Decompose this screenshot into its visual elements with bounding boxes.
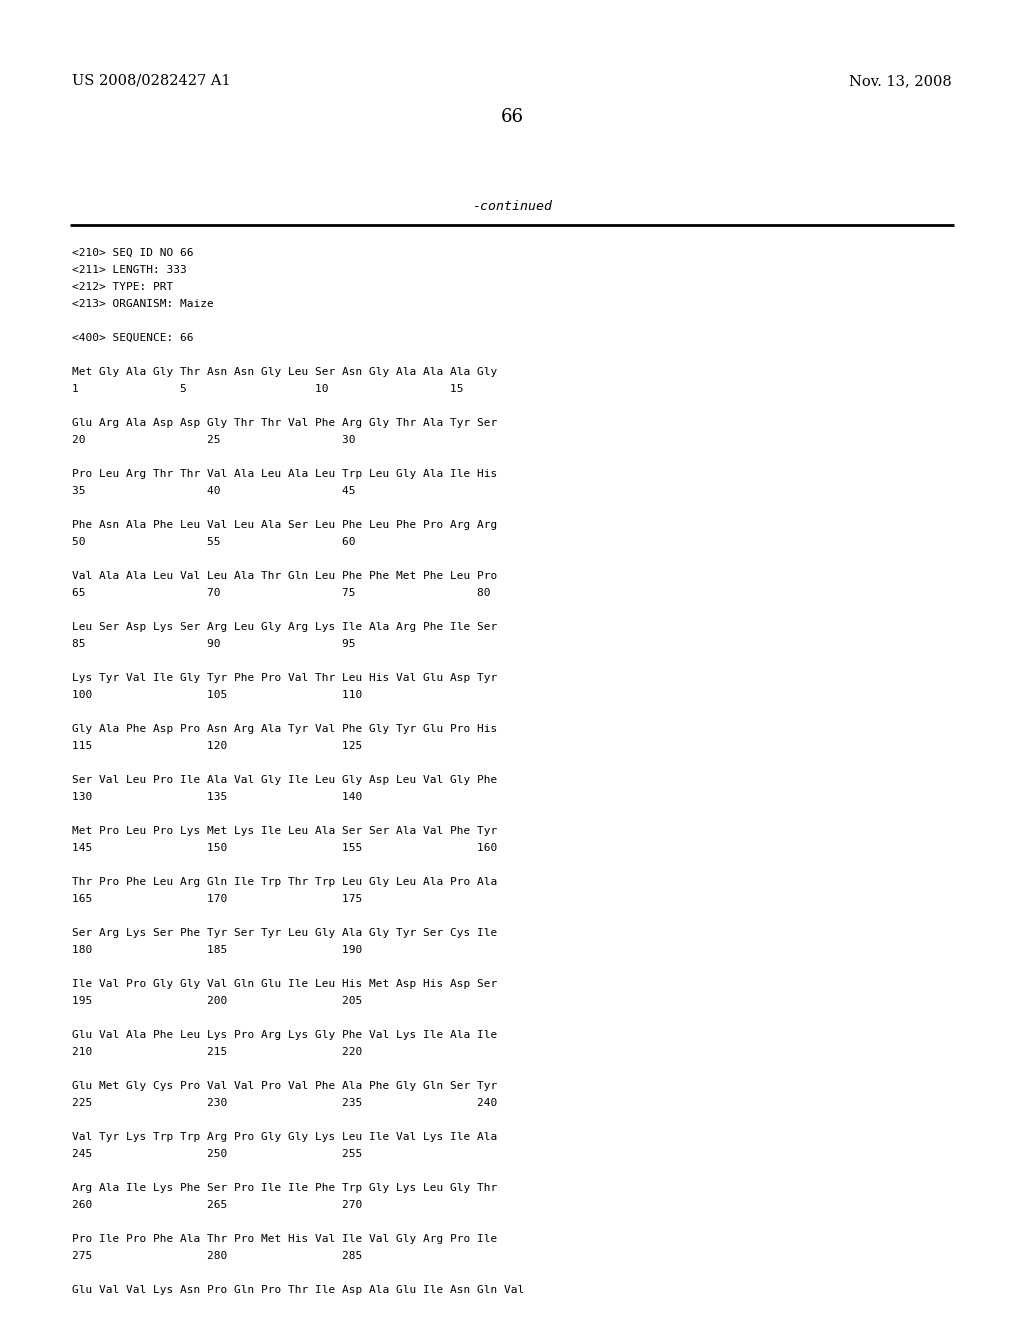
Text: 145                 150                 155                 160: 145 150 155 160 bbox=[72, 843, 498, 853]
Text: <212> TYPE: PRT: <212> TYPE: PRT bbox=[72, 282, 173, 292]
Text: -continued: -continued bbox=[472, 201, 552, 213]
Text: 275                 280                 285: 275 280 285 bbox=[72, 1251, 362, 1261]
Text: Glu Met Gly Cys Pro Val Val Pro Val Phe Ala Phe Gly Gln Ser Tyr: Glu Met Gly Cys Pro Val Val Pro Val Phe … bbox=[72, 1081, 498, 1092]
Text: Glu Arg Ala Asp Asp Gly Thr Thr Val Phe Arg Gly Thr Ala Tyr Ser: Glu Arg Ala Asp Asp Gly Thr Thr Val Phe … bbox=[72, 418, 498, 428]
Text: 1               5                   10                  15: 1 5 10 15 bbox=[72, 384, 464, 393]
Text: <213> ORGANISM: Maize: <213> ORGANISM: Maize bbox=[72, 300, 214, 309]
Text: Thr Pro Phe Leu Arg Gln Ile Trp Thr Trp Leu Gly Leu Ala Pro Ala: Thr Pro Phe Leu Arg Gln Ile Trp Thr Trp … bbox=[72, 876, 498, 887]
Text: Phe Asn Ala Phe Leu Val Leu Ala Ser Leu Phe Leu Phe Pro Arg Arg: Phe Asn Ala Phe Leu Val Leu Ala Ser Leu … bbox=[72, 520, 498, 531]
Text: Ser Val Leu Pro Ile Ala Val Gly Ile Leu Gly Asp Leu Val Gly Phe: Ser Val Leu Pro Ile Ala Val Gly Ile Leu … bbox=[72, 775, 498, 785]
Text: Ser Arg Lys Ser Phe Tyr Ser Tyr Leu Gly Ala Gly Tyr Ser Cys Ile: Ser Arg Lys Ser Phe Tyr Ser Tyr Leu Gly … bbox=[72, 928, 498, 939]
Text: 65                  70                  75                  80: 65 70 75 80 bbox=[72, 587, 490, 598]
Text: <211> LENGTH: 333: <211> LENGTH: 333 bbox=[72, 265, 186, 275]
Text: 210                 215                 220: 210 215 220 bbox=[72, 1047, 362, 1057]
Text: 245                 250                 255: 245 250 255 bbox=[72, 1148, 362, 1159]
Text: Pro Ile Pro Phe Ala Thr Pro Met His Val Ile Val Gly Arg Pro Ile: Pro Ile Pro Phe Ala Thr Pro Met His Val … bbox=[72, 1234, 498, 1243]
Text: <400> SEQUENCE: 66: <400> SEQUENCE: 66 bbox=[72, 333, 194, 343]
Text: 130                 135                 140: 130 135 140 bbox=[72, 792, 362, 803]
Text: 85                  90                  95: 85 90 95 bbox=[72, 639, 355, 649]
Text: Gly Ala Phe Asp Pro Asn Arg Ala Tyr Val Phe Gly Tyr Glu Pro His: Gly Ala Phe Asp Pro Asn Arg Ala Tyr Val … bbox=[72, 723, 498, 734]
Text: Val Tyr Lys Trp Trp Arg Pro Gly Gly Lys Leu Ile Val Lys Ile Ala: Val Tyr Lys Trp Trp Arg Pro Gly Gly Lys … bbox=[72, 1133, 498, 1142]
Text: Glu Val Val Lys Asn Pro Gln Pro Thr Ile Asp Ala Glu Ile Asn Gln Val: Glu Val Val Lys Asn Pro Gln Pro Thr Ile … bbox=[72, 1284, 524, 1295]
Text: 35                  40                  45: 35 40 45 bbox=[72, 486, 355, 496]
Text: Met Gly Ala Gly Thr Asn Asn Gly Leu Ser Asn Gly Ala Ala Ala Gly: Met Gly Ala Gly Thr Asn Asn Gly Leu Ser … bbox=[72, 367, 498, 378]
Text: Arg Ala Ile Lys Phe Ser Pro Ile Ile Phe Trp Gly Lys Leu Gly Thr: Arg Ala Ile Lys Phe Ser Pro Ile Ile Phe … bbox=[72, 1183, 498, 1193]
Text: 100                 105                 110: 100 105 110 bbox=[72, 690, 362, 700]
Text: 165                 170                 175: 165 170 175 bbox=[72, 894, 362, 904]
Text: 225                 230                 235                 240: 225 230 235 240 bbox=[72, 1098, 498, 1107]
Text: Val Ala Ala Leu Val Leu Ala Thr Gln Leu Phe Phe Met Phe Leu Pro: Val Ala Ala Leu Val Leu Ala Thr Gln Leu … bbox=[72, 572, 498, 581]
Text: Ile Val Pro Gly Gly Val Gln Glu Ile Leu His Met Asp His Asp Ser: Ile Val Pro Gly Gly Val Gln Glu Ile Leu … bbox=[72, 979, 498, 989]
Text: 195                 200                 205: 195 200 205 bbox=[72, 997, 362, 1006]
Text: Glu Val Ala Phe Leu Lys Pro Arg Lys Gly Phe Val Lys Ile Ala Ile: Glu Val Ala Phe Leu Lys Pro Arg Lys Gly … bbox=[72, 1030, 498, 1040]
Text: 115                 120                 125: 115 120 125 bbox=[72, 741, 362, 751]
Text: Pro Leu Arg Thr Thr Val Ala Leu Ala Leu Trp Leu Gly Ala Ile His: Pro Leu Arg Thr Thr Val Ala Leu Ala Leu … bbox=[72, 469, 498, 479]
Text: 66: 66 bbox=[501, 108, 523, 125]
Text: Leu Ser Asp Lys Ser Arg Leu Gly Arg Lys Ile Ala Arg Phe Ile Ser: Leu Ser Asp Lys Ser Arg Leu Gly Arg Lys … bbox=[72, 622, 498, 632]
Text: Met Pro Leu Pro Lys Met Lys Ile Leu Ala Ser Ser Ala Val Phe Tyr: Met Pro Leu Pro Lys Met Lys Ile Leu Ala … bbox=[72, 826, 498, 836]
Text: 260                 265                 270: 260 265 270 bbox=[72, 1200, 362, 1210]
Text: Nov. 13, 2008: Nov. 13, 2008 bbox=[849, 74, 952, 88]
Text: Lys Tyr Val Ile Gly Tyr Phe Pro Val Thr Leu His Val Glu Asp Tyr: Lys Tyr Val Ile Gly Tyr Phe Pro Val Thr … bbox=[72, 673, 498, 682]
Text: US 2008/0282427 A1: US 2008/0282427 A1 bbox=[72, 74, 230, 88]
Text: 50                  55                  60: 50 55 60 bbox=[72, 537, 355, 546]
Text: <210> SEQ ID NO 66: <210> SEQ ID NO 66 bbox=[72, 248, 194, 257]
Text: 180                 185                 190: 180 185 190 bbox=[72, 945, 362, 954]
Text: 20                  25                  30: 20 25 30 bbox=[72, 436, 355, 445]
